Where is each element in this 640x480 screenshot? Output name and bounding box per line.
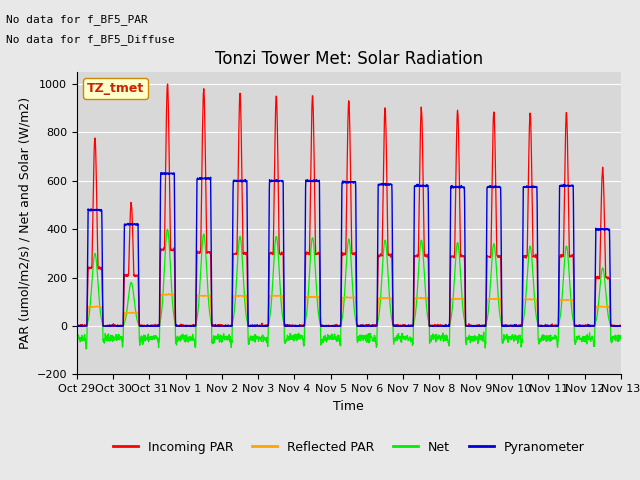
X-axis label: Time: Time — [333, 400, 364, 413]
Legend: Incoming PAR, Reflected PAR, Net, Pyranometer: Incoming PAR, Reflected PAR, Net, Pyrano… — [108, 436, 590, 459]
Text: No data for f_BF5_PAR: No data for f_BF5_PAR — [6, 14, 148, 25]
Y-axis label: PAR (umol/m2/s) / Net and Solar (W/m2): PAR (umol/m2/s) / Net and Solar (W/m2) — [18, 97, 31, 349]
Text: No data for f_BF5_Diffuse: No data for f_BF5_Diffuse — [6, 34, 175, 45]
Title: Tonzi Tower Met: Solar Radiation: Tonzi Tower Met: Solar Radiation — [215, 49, 483, 68]
